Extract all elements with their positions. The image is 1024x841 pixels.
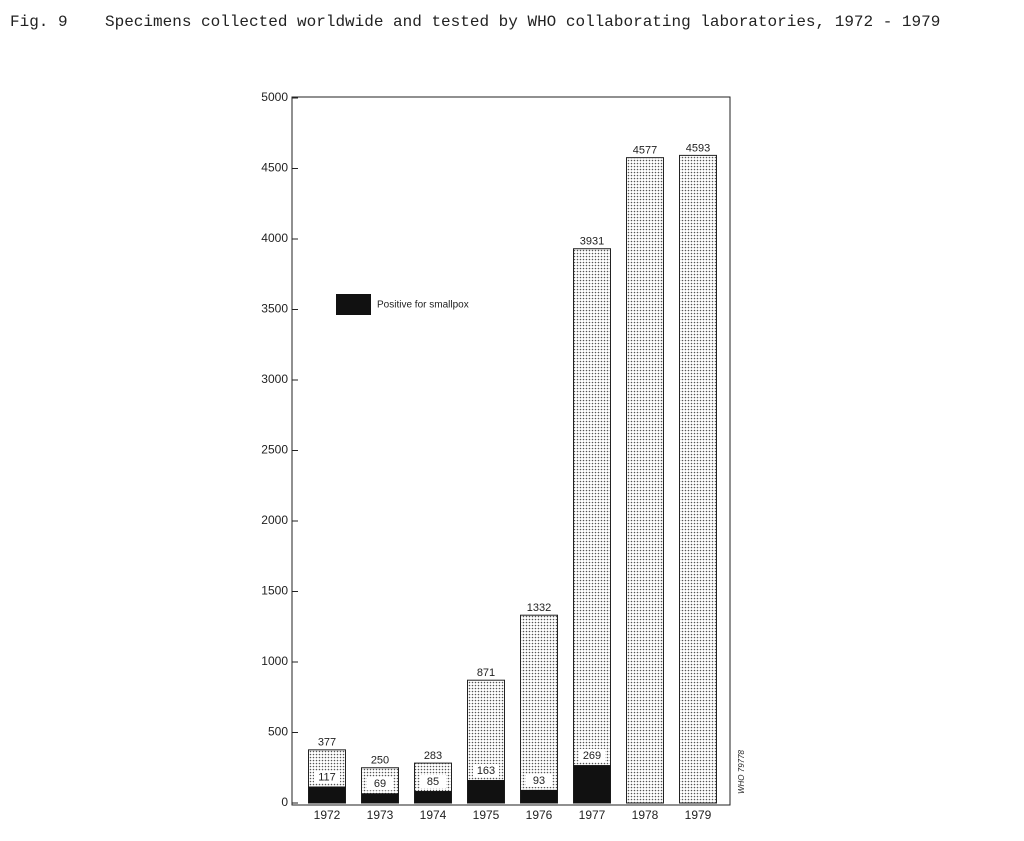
positive-bar bbox=[467, 780, 505, 803]
value-label: 269 bbox=[583, 750, 601, 762]
value-label: 3931 bbox=[580, 236, 604, 248]
legend-label: Positive for smallpox bbox=[377, 300, 469, 311]
value-label: 69 bbox=[374, 778, 386, 790]
x-tick-label: 1974 bbox=[420, 808, 447, 822]
x-tick-label: 1977 bbox=[579, 808, 606, 822]
x-tick-label: 1975 bbox=[473, 808, 500, 822]
value-label-box bbox=[579, 749, 605, 763]
legend-swatch bbox=[336, 294, 371, 315]
y-tick-label: 5000 bbox=[261, 90, 288, 104]
y-tick-label: 2500 bbox=[261, 443, 288, 457]
annotation: WHO 79778 bbox=[737, 749, 746, 794]
chart-title: Specimens collected worldwide and tested… bbox=[105, 13, 941, 31]
total-bar bbox=[679, 154, 717, 804]
value-label: 1332 bbox=[527, 602, 551, 614]
x-tick-label: 1976 bbox=[526, 808, 553, 822]
y-tick-label: 3500 bbox=[261, 302, 288, 316]
positive-bar bbox=[308, 786, 346, 803]
positive-bar bbox=[520, 789, 558, 803]
y-tick-label: 1000 bbox=[261, 654, 288, 668]
y-tick-label: 3000 bbox=[261, 372, 288, 386]
value-label: 163 bbox=[477, 765, 495, 777]
x-tick-label: 1972 bbox=[314, 808, 341, 822]
value-label: 93 bbox=[533, 775, 545, 787]
value-label: 117 bbox=[318, 771, 336, 783]
y-tick-label: 2000 bbox=[261, 513, 288, 527]
value-label: 283 bbox=[424, 750, 442, 762]
positive-bar bbox=[361, 793, 399, 803]
value-label-box bbox=[420, 775, 446, 789]
value-label: 4577 bbox=[633, 145, 657, 157]
y-tick-label: 1500 bbox=[261, 584, 288, 598]
figure-label: Fig. 9 bbox=[10, 13, 68, 31]
plot-frame bbox=[291, 96, 731, 806]
value-label-box bbox=[314, 770, 340, 784]
y-tick-label: 0 bbox=[281, 795, 288, 809]
y-tick-label: 500 bbox=[268, 725, 288, 739]
value-label: 377 bbox=[318, 737, 336, 749]
value-label-box bbox=[526, 773, 552, 787]
positive-bar bbox=[573, 765, 611, 803]
y-tick-label: 4000 bbox=[261, 231, 288, 245]
value-label: 4593 bbox=[686, 142, 710, 154]
value-label: 85 bbox=[427, 776, 439, 788]
value-label: 871 bbox=[477, 667, 495, 679]
y-tick-label: 4500 bbox=[261, 161, 288, 175]
x-tick-label: 1979 bbox=[685, 808, 712, 822]
x-tick-label: 1973 bbox=[367, 808, 394, 822]
value-label: 250 bbox=[371, 755, 389, 767]
x-tick-label: 1978 bbox=[632, 808, 659, 822]
value-label-box bbox=[367, 777, 393, 791]
total-bar bbox=[573, 248, 611, 804]
positive-bar bbox=[414, 791, 452, 803]
total-bar bbox=[520, 614, 558, 804]
value-label-box bbox=[473, 764, 499, 778]
total-bar bbox=[626, 157, 664, 804]
